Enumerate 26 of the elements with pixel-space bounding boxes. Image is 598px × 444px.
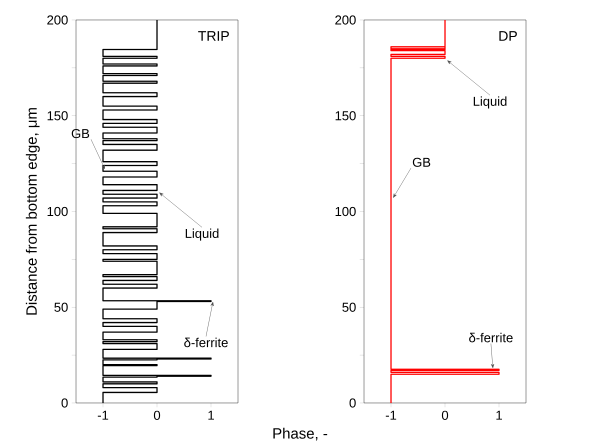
y-tick-label: 0 bbox=[62, 398, 68, 408]
y-tick-label: 200 bbox=[335, 15, 356, 25]
y-tick-label: 50 bbox=[54, 302, 68, 312]
y-tick-label: 50 bbox=[342, 302, 356, 312]
y-tick-label: 200 bbox=[47, 15, 68, 25]
annotation: δ-ferrite bbox=[469, 332, 513, 342]
y-axis-title: Distance from bottom edge, μm bbox=[26, 108, 40, 315]
text: TRIP bbox=[198, 31, 229, 41]
x-tick-label: -1 bbox=[386, 410, 396, 420]
x-tick-label: 1 bbox=[496, 410, 502, 420]
annotation: GB bbox=[72, 128, 90, 138]
x-tick-label: 0 bbox=[154, 410, 160, 420]
y-tick-label: 100 bbox=[336, 206, 356, 216]
y-tick-label: 0 bbox=[350, 398, 356, 408]
y-tick-label: 150 bbox=[48, 111, 68, 120]
text: DP bbox=[499, 31, 517, 41]
annotation: Liquid bbox=[186, 228, 218, 241]
y-tick-label: 100 bbox=[48, 206, 68, 216]
x-axis-title: Phase, - bbox=[273, 428, 328, 440]
x-tick-label: -1 bbox=[98, 410, 108, 420]
annotation: GB bbox=[412, 158, 430, 167]
annotation: Liquid bbox=[474, 96, 506, 108]
x-tick-label: 0 bbox=[442, 410, 448, 420]
x-tick-label: 1 bbox=[208, 410, 214, 420]
annotation: δ-ferrite bbox=[184, 338, 228, 348]
y-tick-label: 150 bbox=[336, 111, 356, 120]
